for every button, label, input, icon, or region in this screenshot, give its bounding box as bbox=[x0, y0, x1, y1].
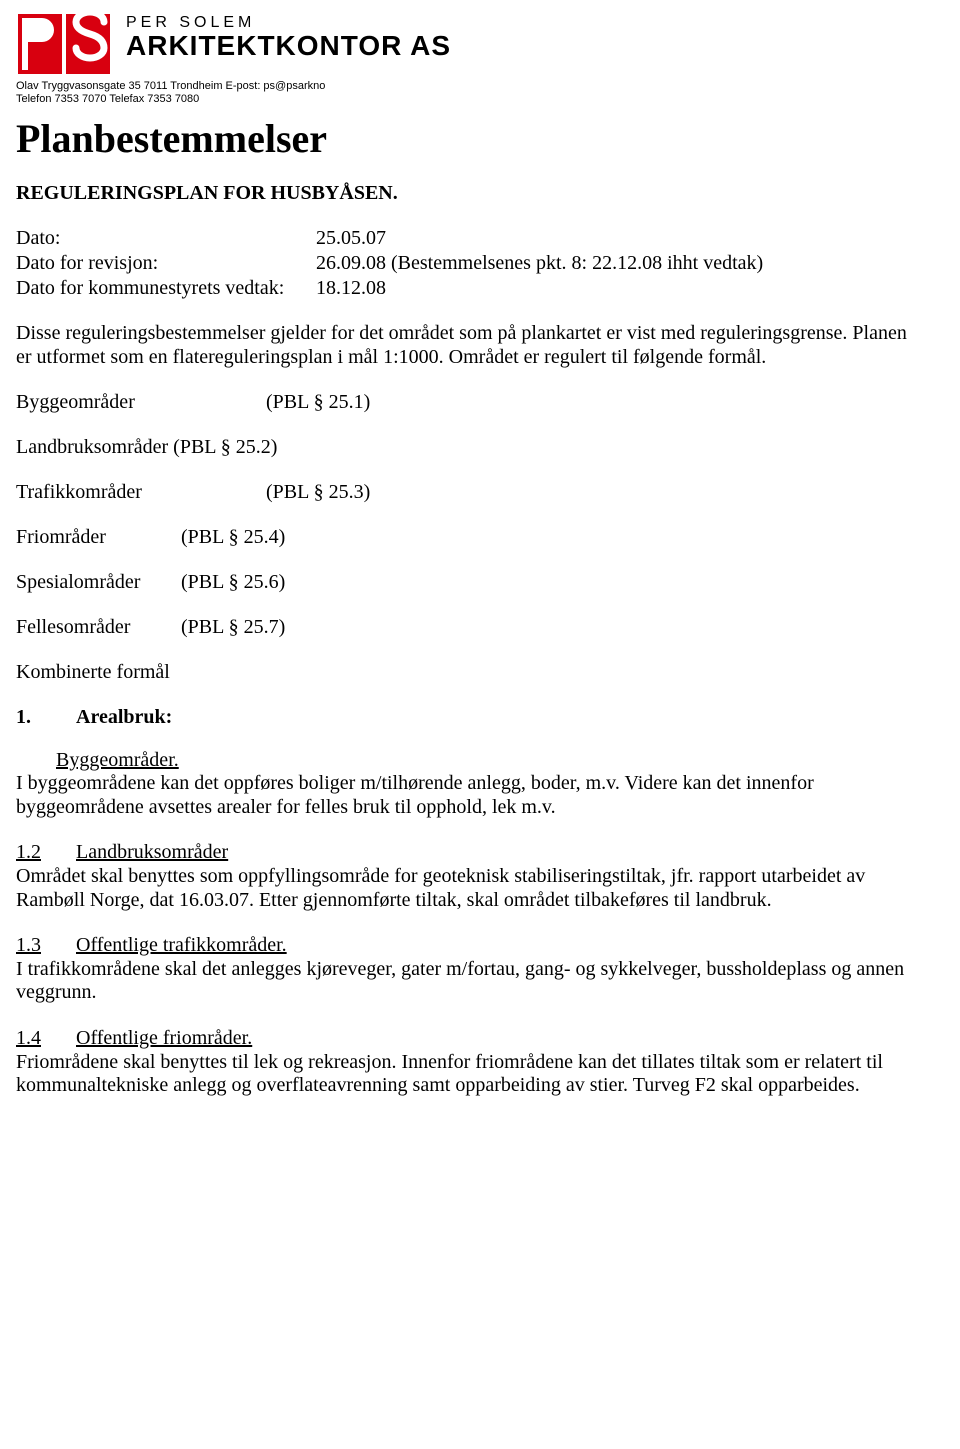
meta-label: Dato for revisjon: bbox=[16, 252, 316, 275]
subsection-number: 1.2 bbox=[16, 841, 76, 865]
document-subtitle: REGULERINGSPLAN FOR HUSBYÅSEN. bbox=[16, 182, 920, 205]
category-row: Trafikkområder (PBL § 25.3) bbox=[16, 481, 920, 504]
company-text-block: PER SOLEM ARKITEKTKONTOR AS bbox=[126, 12, 920, 62]
logo-icon bbox=[16, 12, 116, 76]
subsection: 1.3Offentlige trafikkområder. I trafikko… bbox=[16, 934, 920, 1005]
category-ref: (PBL § 25.2) bbox=[173, 436, 277, 458]
category-row: Landbruksområder (PBL § 25.2) bbox=[16, 436, 920, 459]
category-ref: (PBL § 25.3) bbox=[266, 481, 920, 504]
company-address: Olav Tryggvasonsgate 35 7011 Trondheim E… bbox=[16, 80, 920, 92]
section-title: Arealbruk: bbox=[76, 706, 920, 729]
subsection: 1.2Landbruksområder Området skal benytte… bbox=[16, 841, 920, 912]
intro-paragraph: Disse reguleringsbestemmelser gjelder fo… bbox=[16, 322, 920, 369]
meta-row: Dato for kommunestyrets vedtak: 18.12.08 bbox=[16, 277, 920, 300]
subsection-number: 1.3 bbox=[16, 934, 76, 958]
category-ref: (PBL § 25.1) bbox=[266, 391, 920, 414]
meta-value: 25.05.07 bbox=[316, 227, 920, 250]
body-paragraph: Friområdene skal benyttes til lek og rek… bbox=[16, 1051, 883, 1097]
category-label: Friområder bbox=[16, 526, 181, 549]
meta-value: 18.12.08 bbox=[316, 277, 920, 300]
category-label: Spesialområder bbox=[16, 571, 181, 594]
meta-row: Dato for revisjon: 26.09.08 (Bestemmelse… bbox=[16, 252, 920, 275]
category-ref: (PBL § 25.6) bbox=[181, 571, 920, 594]
category-row: Friområder (PBL § 25.4) bbox=[16, 526, 920, 549]
combined-heading: Kombinerte formål bbox=[16, 661, 920, 684]
section-heading: 1. Arealbruk: bbox=[16, 706, 920, 729]
subsection-title: Offentlige friområder. bbox=[76, 1027, 252, 1049]
category-ref: (PBL § 25.4) bbox=[181, 526, 920, 549]
letterhead: PER SOLEM ARKITEKTKONTOR AS bbox=[16, 12, 920, 76]
category-label: Landbruksområder bbox=[16, 436, 168, 458]
subsection-heading: Byggeområder. bbox=[56, 749, 920, 772]
meta-row: Dato: 25.05.07 bbox=[16, 227, 920, 250]
category-ref: (PBL § 25.7) bbox=[181, 616, 920, 639]
category-label: Byggeområder bbox=[16, 391, 266, 414]
meta-value: 26.09.08 (Bestemmelsenes pkt. 8: 22.12.0… bbox=[316, 252, 920, 275]
category-row: Byggeområder (PBL § 25.1) bbox=[16, 391, 920, 414]
body-paragraph: Området skal benyttes som oppfyllingsomr… bbox=[16, 865, 865, 911]
document-page: PER SOLEM ARKITEKTKONTOR AS Olav Tryggva… bbox=[0, 0, 960, 1449]
subsection-number: 1.4 bbox=[16, 1027, 76, 1051]
category-row: Fellesområder (PBL § 25.7) bbox=[16, 616, 920, 639]
category-label: Trafikkområder bbox=[16, 481, 266, 504]
category-row: Spesialområder (PBL § 25.6) bbox=[16, 571, 920, 594]
subsection-title: Landbruksområder bbox=[76, 841, 228, 863]
section-number: 1. bbox=[16, 706, 76, 729]
subsection-title: Offentlige trafikkområder. bbox=[76, 934, 287, 956]
company-name-line2: ARKITEKTKONTOR AS bbox=[126, 30, 920, 62]
meta-label: Dato: bbox=[16, 227, 316, 250]
company-logo bbox=[16, 12, 116, 76]
company-phone: Telefon 7353 7070 Telefax 7353 7080 bbox=[16, 93, 920, 105]
category-label: Fellesområder bbox=[16, 616, 181, 639]
meta-label: Dato for kommunestyrets vedtak: bbox=[16, 277, 316, 300]
body-paragraph: I byggeområdene kan det oppføres boliger… bbox=[16, 772, 920, 819]
body-paragraph: I trafikkområdene skal det anlegges kjør… bbox=[16, 958, 904, 1004]
subsection: 1.4Offentlige friområder. Friområdene sk… bbox=[16, 1027, 920, 1098]
document-title: Planbestemmelser bbox=[16, 115, 920, 162]
